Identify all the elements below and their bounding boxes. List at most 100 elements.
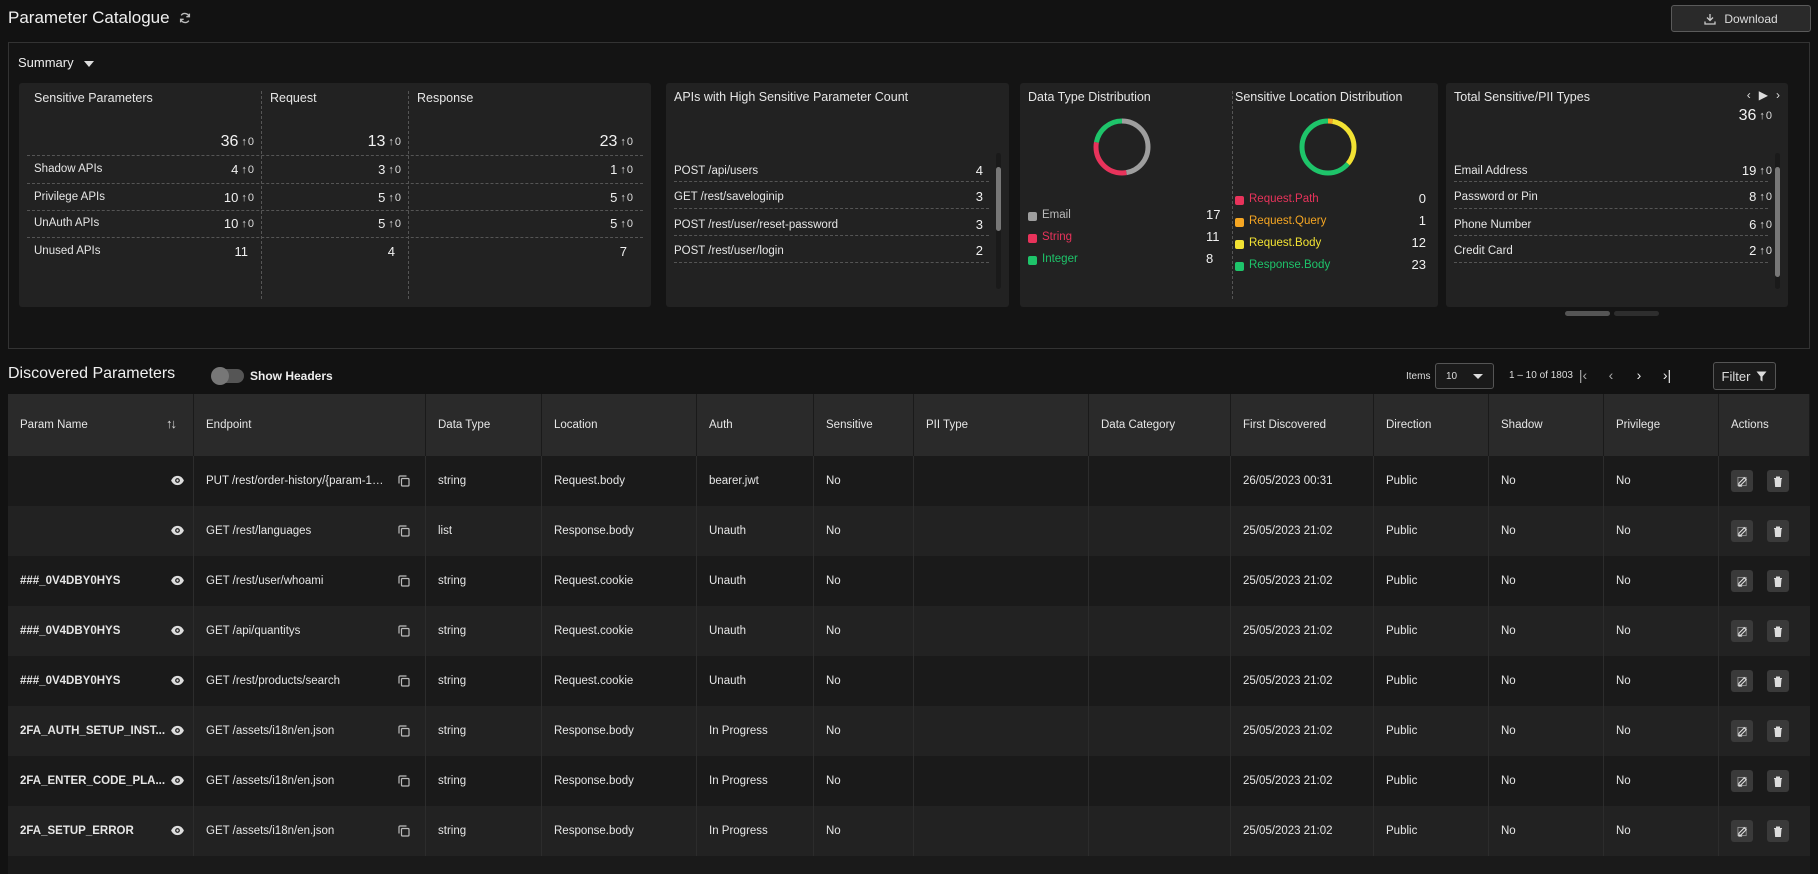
column-header-pii-type[interactable]: PII Type bbox=[914, 394, 1089, 456]
edit-button[interactable] bbox=[1731, 470, 1753, 492]
copy-icon[interactable] bbox=[398, 725, 410, 737]
trend-delta: ↑ 0 bbox=[620, 218, 633, 230]
delete-button[interactable] bbox=[1767, 770, 1789, 792]
donut-slice[interactable] bbox=[1299, 118, 1357, 176]
summary-toggle[interactable]: Summary bbox=[18, 55, 94, 70]
edit-button[interactable] bbox=[1731, 620, 1753, 642]
carousel-page-indicator[interactable] bbox=[1614, 311, 1659, 316]
eye-icon[interactable] bbox=[170, 525, 185, 536]
cell-param-name-text: 2FA_AUTH_SETUP_INST... bbox=[20, 725, 166, 737]
edit-button[interactable] bbox=[1731, 770, 1753, 792]
sort-icon[interactable]: ↑↓ bbox=[166, 416, 177, 431]
column-header-location[interactable]: Location bbox=[542, 394, 697, 456]
total-count-value: 36 bbox=[1738, 107, 1757, 124]
metric-value-number: 3 bbox=[378, 162, 386, 177]
chevron-right-icon[interactable]: › bbox=[1776, 88, 1780, 102]
eye-icon[interactable] bbox=[170, 725, 185, 736]
high-sensitive-apis-card: APIs with High Sensitive Parameter Count… bbox=[666, 83, 1009, 307]
legend-label[interactable]: Response.Body bbox=[1249, 259, 1331, 271]
prev-page-icon[interactable]: ‹ bbox=[1608, 367, 1614, 383]
delete-button[interactable] bbox=[1767, 470, 1789, 492]
donut-slice[interactable] bbox=[1299, 118, 1357, 176]
column-header-data-type[interactable]: Data Type bbox=[426, 394, 542, 456]
column-header-direction[interactable]: Direction bbox=[1374, 394, 1489, 456]
table-row[interactable]: ###_0V4DBY0HYS GET /api/quantitys string Re… bbox=[8, 606, 1810, 656]
column-divider bbox=[408, 91, 409, 299]
refresh-icon[interactable] bbox=[178, 11, 192, 25]
cell-endpoint-text: GET /assets/i18n/en.json bbox=[206, 825, 335, 837]
carousel-page-indicator[interactable] bbox=[1565, 311, 1610, 316]
legend-label[interactable]: Email bbox=[1042, 209, 1071, 221]
eye-icon[interactable] bbox=[170, 825, 185, 836]
column-header-data-category[interactable]: Data Category bbox=[1089, 394, 1231, 456]
delete-button[interactable] bbox=[1767, 570, 1789, 592]
column-header-auth[interactable]: Auth bbox=[697, 394, 814, 456]
delete-button[interactable] bbox=[1767, 520, 1789, 542]
copy-icon[interactable] bbox=[398, 675, 410, 687]
column-header-sensitive[interactable]: Sensitive bbox=[814, 394, 914, 456]
api-count: 3 bbox=[975, 217, 983, 232]
table-row[interactable]: GET /rest/languages list Response.body Unau… bbox=[8, 506, 1810, 556]
next-page-icon[interactable]: › bbox=[1636, 367, 1642, 383]
table-row[interactable]: PUT /rest/order-history/{param-1}/d... st… bbox=[8, 456, 1810, 506]
filter-button[interactable]: Filter bbox=[1713, 362, 1776, 390]
edit-icon bbox=[1737, 676, 1747, 687]
edit-button[interactable] bbox=[1731, 520, 1753, 542]
delete-button[interactable] bbox=[1767, 670, 1789, 692]
column-header-privilege[interactable]: Privilege bbox=[1604, 394, 1719, 456]
scrollbar-thumb[interactable] bbox=[1775, 167, 1780, 277]
donut-slice[interactable] bbox=[1093, 118, 1151, 176]
eye-icon[interactable] bbox=[170, 625, 185, 636]
edit-button[interactable] bbox=[1731, 720, 1753, 742]
items-per-page-select[interactable]: 10 bbox=[1435, 363, 1494, 389]
copy-icon[interactable] bbox=[398, 775, 410, 787]
donut-slice[interactable] bbox=[1093, 118, 1151, 176]
last-page-icon[interactable]: ›| bbox=[1662, 367, 1672, 383]
legend-label[interactable]: Request.Body bbox=[1249, 237, 1322, 249]
download-button[interactable]: Download bbox=[1671, 5, 1811, 32]
legend-label[interactable]: Request.Query bbox=[1249, 215, 1327, 227]
copy-icon[interactable] bbox=[398, 625, 410, 637]
legend-label[interactable]: String bbox=[1042, 231, 1073, 243]
delete-button[interactable] bbox=[1767, 720, 1789, 742]
column-header-endpoint[interactable]: Endpoint bbox=[194, 394, 426, 456]
eye-icon[interactable] bbox=[170, 675, 185, 686]
edit-button[interactable] bbox=[1731, 670, 1753, 692]
trend-delta-value: 0 bbox=[1765, 218, 1772, 231]
column-header-actions[interactable]: Actions bbox=[1719, 394, 1810, 456]
edit-button[interactable] bbox=[1731, 820, 1753, 842]
first-page-icon[interactable]: |‹ bbox=[1578, 367, 1588, 383]
table-row[interactable]: ###_0V4DBY0HYS GET /rest/products/search s… bbox=[8, 656, 1810, 706]
cell-sensitive: No bbox=[814, 706, 914, 756]
metric-value: 11 bbox=[235, 244, 249, 259]
copy-icon[interactable] bbox=[398, 525, 410, 537]
show-headers-toggle[interactable]: Show Headers bbox=[211, 367, 333, 385]
column-title: Request bbox=[270, 91, 317, 105]
table-row[interactable]: 2FA_ENTER_CODE_PLA... GET /assets/i18n/en… bbox=[8, 756, 1810, 806]
eye-icon[interactable] bbox=[170, 575, 185, 586]
play-icon[interactable]: ▶ bbox=[1758, 88, 1768, 102]
copy-icon[interactable] bbox=[398, 475, 410, 487]
column-header-first-discovered[interactable]: First Discovered bbox=[1231, 394, 1374, 456]
column-header-param-name[interactable]: Param Name bbox=[8, 394, 194, 456]
delete-button[interactable] bbox=[1767, 620, 1789, 642]
toggle-switch[interactable] bbox=[211, 367, 244, 385]
table-row[interactable]: ###_0V4DBY0HYS GET /rest/user/whoami strin… bbox=[8, 556, 1810, 606]
eye-icon[interactable] bbox=[170, 775, 185, 786]
chevron-left-icon[interactable]: ‹ bbox=[1746, 88, 1751, 102]
eye-icon[interactable] bbox=[170, 475, 185, 486]
scrollbar-thumb[interactable] bbox=[996, 167, 1001, 231]
column-header-shadow[interactable]: Shadow bbox=[1489, 394, 1604, 456]
row-divider bbox=[27, 155, 643, 156]
legend-label[interactable]: Integer bbox=[1042, 253, 1078, 265]
cell-endpoint: PUT /rest/order-history/{param-1}/d... bbox=[194, 456, 426, 506]
edit-button[interactable] bbox=[1731, 570, 1753, 592]
copy-icon[interactable] bbox=[398, 825, 410, 837]
legend-label[interactable]: Request.Path bbox=[1249, 193, 1319, 205]
copy-icon[interactable] bbox=[398, 575, 410, 587]
card-title: Sensitive Location Distribution bbox=[1235, 90, 1403, 104]
cell-data-type: string bbox=[426, 806, 542, 856]
delete-button[interactable] bbox=[1767, 820, 1789, 842]
table-row[interactable]: 2FA_AUTH_SETUP_INST... GET /assets/i18n/e… bbox=[8, 706, 1810, 756]
table-row[interactable]: 2FA_SETUP_ERROR GET /assets/i18n/en.json s… bbox=[8, 806, 1810, 856]
